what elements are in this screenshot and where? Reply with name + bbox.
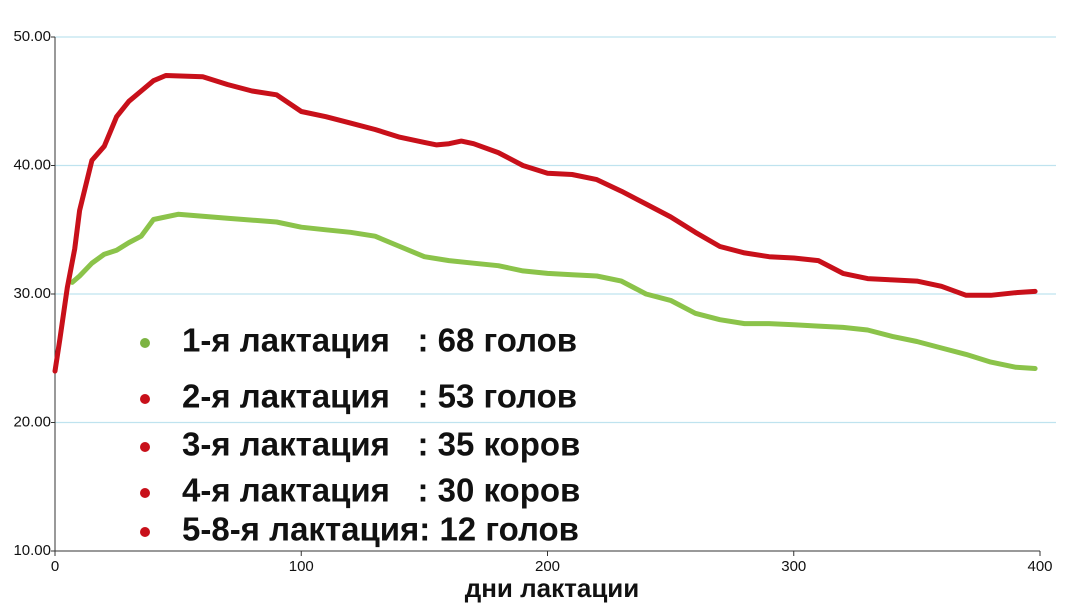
y-tick-label: 10.00 (13, 542, 51, 559)
x-tick-label: 100 (289, 558, 314, 575)
legend-marker (140, 442, 150, 452)
y-tick-label: 20.00 (13, 413, 51, 430)
legend-marker (140, 488, 150, 498)
x-tick-label: 200 (535, 558, 560, 575)
legend-marker (140, 394, 150, 404)
x-tick-label: 0 (51, 558, 59, 575)
x-tick-label: 300 (781, 558, 806, 575)
series-line (69, 211, 1038, 371)
y-tick-label: 30.00 (13, 285, 51, 302)
legend-marker (140, 338, 150, 348)
legend-marker (140, 527, 150, 537)
legend-text: 1-я лактация : 68 голов (182, 322, 577, 359)
x-tick-label: 400 (1027, 558, 1052, 575)
x-axis-title: дни лактации (465, 573, 640, 603)
y-tick-label: 40.00 (13, 156, 51, 173)
legend-text: 4-я лактация : 30 коров (182, 472, 580, 509)
legend-text: 5-8-я лактация: 12 голов (182, 511, 579, 548)
legend-text: 2-я лактация : 53 голов (182, 378, 577, 415)
y-tick-label: 50.00 (13, 28, 51, 45)
legend-text: 3-я лактация : 35 коров (182, 426, 580, 463)
series-line (52, 73, 1038, 374)
